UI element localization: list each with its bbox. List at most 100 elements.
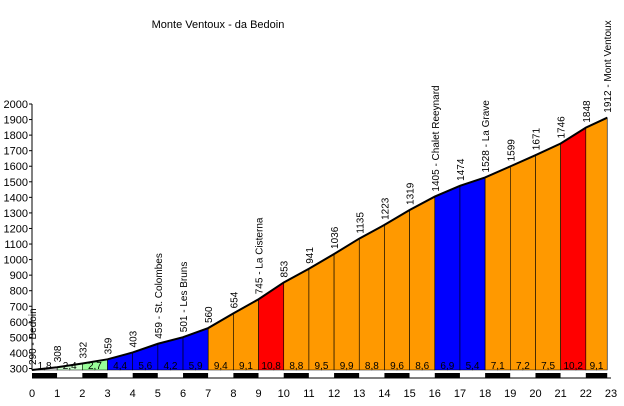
km-bar-16	[434, 373, 460, 378]
gradient-label-11: 9,5	[315, 361, 329, 372]
segment-11	[308, 253, 335, 371]
elevation-label-3: 359	[104, 337, 115, 354]
x-tick-label-12: 12	[328, 388, 340, 400]
elevation-label-15: 1319	[406, 182, 417, 205]
km-bar-3	[107, 373, 133, 378]
elevation-label-13: 1135	[355, 212, 366, 234]
segment-10	[283, 268, 310, 371]
x-tick-label-7: 7	[205, 388, 211, 400]
segment-14	[384, 209, 410, 371]
x-tick-label-15: 15	[403, 388, 415, 400]
segment-12	[333, 238, 360, 371]
gradient-label-7: 9,4	[214, 361, 228, 372]
y-axis: 300 400 500 600 700 800 900 1000 1100 1200 1300 140…	[4, 99, 33, 376]
y-tick-label-17: 2000	[4, 99, 28, 111]
gradient-label-13: 8,8	[365, 361, 379, 372]
y-tick-label-9: 1200	[4, 223, 28, 235]
x-tick-label-0: 0	[29, 388, 35, 400]
gradient-label-3: 4,4	[113, 361, 127, 372]
segment-21	[560, 127, 587, 371]
km-bar-5	[157, 373, 184, 378]
profile-line	[31, 116, 608, 372]
km-bar-17	[459, 373, 486, 378]
elevation-label-23: 1912 - Mont Ventoux	[603, 20, 614, 112]
elevation-label-9: 745 - La Cisterna	[255, 217, 266, 294]
km-bar-9	[258, 373, 284, 378]
x-tick-label-1: 1	[54, 388, 60, 400]
x-tick-label-18: 18	[479, 388, 491, 400]
segment-18	[484, 165, 511, 371]
x-tick-label-8: 8	[230, 388, 236, 400]
x-axis: 0 1 2 3 4 5 6 7 8 9 10 11 12 13 14 15 16 17 18 19 20 21 22 23	[29, 377, 617, 400]
x-tick-label-14: 14	[378, 388, 390, 400]
km-bar-6	[183, 373, 209, 378]
elevation-label-20: 1671	[531, 128, 542, 151]
x-tick-label-21: 21	[555, 388, 567, 400]
gradient-segments	[31, 117, 608, 371]
elevation-label-1: 308	[53, 345, 64, 362]
elevation-label-16: 1405 - Chalet Reeynard	[431, 85, 442, 191]
elevation-label-14: 1223	[380, 197, 391, 220]
y-tick-label-0: 300	[10, 364, 28, 376]
elevation-label-21: 1746	[557, 116, 568, 139]
chart-title: Monte Ventoux - da Bedoin	[152, 19, 285, 31]
km-bar-11	[308, 373, 335, 378]
y-tick-label-16: 1900	[4, 115, 28, 127]
km-bar-0	[32, 373, 58, 378]
gradient-label-0: 1,8	[38, 361, 52, 372]
gradient-label-22: 9,1	[590, 361, 604, 372]
elevation-label-12: 1036	[330, 226, 341, 249]
y-tick-label-3: 600	[10, 317, 28, 329]
x-tick-label-2: 2	[79, 388, 85, 400]
km-bar-13	[359, 373, 385, 378]
gradient-label-19: 7,2	[516, 361, 530, 372]
km-bar-20	[535, 373, 561, 378]
gradient-label-21: 10,2	[564, 361, 584, 372]
x-tick-label-20: 20	[529, 388, 541, 400]
gradient-label-2: 2,7	[88, 361, 102, 372]
elevation-labels: 290 - Bedoin 308 332 359 403 459 - St. Colomb…	[28, 20, 614, 365]
elevation-label-8: 654	[229, 291, 240, 308]
elevation-label-2: 332	[78, 341, 89, 358]
segment-8	[233, 298, 259, 371]
y-tick-label-8: 1100	[4, 239, 28, 251]
segment-16	[434, 185, 461, 371]
segment-15	[409, 196, 436, 371]
elevation-label-11: 941	[305, 247, 316, 264]
km-bar-14	[384, 373, 410, 378]
y-tick-label-13: 1600	[4, 161, 28, 173]
elevation-label-17: 1474	[456, 158, 467, 181]
x-tick-label-19: 19	[504, 388, 516, 400]
gradient-label-14: 9,6	[390, 361, 404, 372]
profile-polyline	[31, 116, 608, 372]
y-tick-label-12: 1500	[4, 177, 28, 189]
gradient-label-10: 8,8	[289, 361, 303, 372]
gradient-label-4: 5,6	[138, 361, 152, 372]
y-tick-label-6: 900	[10, 270, 28, 282]
y-tick-label-14: 1700	[4, 146, 28, 158]
y-tick-label-7: 1000	[4, 255, 28, 267]
segment-22	[585, 117, 608, 371]
x-tick-label-17: 17	[454, 388, 466, 400]
y-tick-label-5: 800	[10, 286, 28, 298]
x-tick-label-10: 10	[278, 388, 290, 400]
x-tick-label-16: 16	[429, 388, 441, 400]
x-tick-label-23: 23	[605, 388, 617, 400]
x-tick-label-6: 6	[180, 388, 186, 400]
elevation-label-6: 501 - Les Bruns	[179, 262, 190, 333]
km-bar-8	[233, 373, 259, 378]
y-tick-label-15: 1800	[4, 130, 28, 142]
gradient-label-6: 5,9	[189, 361, 203, 372]
km-bar-21	[560, 373, 586, 378]
x-tick-label-4: 4	[130, 388, 136, 400]
y-tick-label-1: 400	[10, 348, 28, 360]
km-bar-7	[208, 373, 234, 378]
elevation-label-0: 290 - Bedoin	[28, 308, 39, 365]
gradient-label-8: 9,1	[239, 361, 253, 372]
x-tick-label-22: 22	[580, 388, 592, 400]
elevation-label-19: 1599	[506, 139, 517, 162]
x-tick-label-3: 3	[104, 388, 110, 400]
segment-17	[459, 177, 486, 371]
gradient-label-20: 7,5	[541, 361, 555, 372]
